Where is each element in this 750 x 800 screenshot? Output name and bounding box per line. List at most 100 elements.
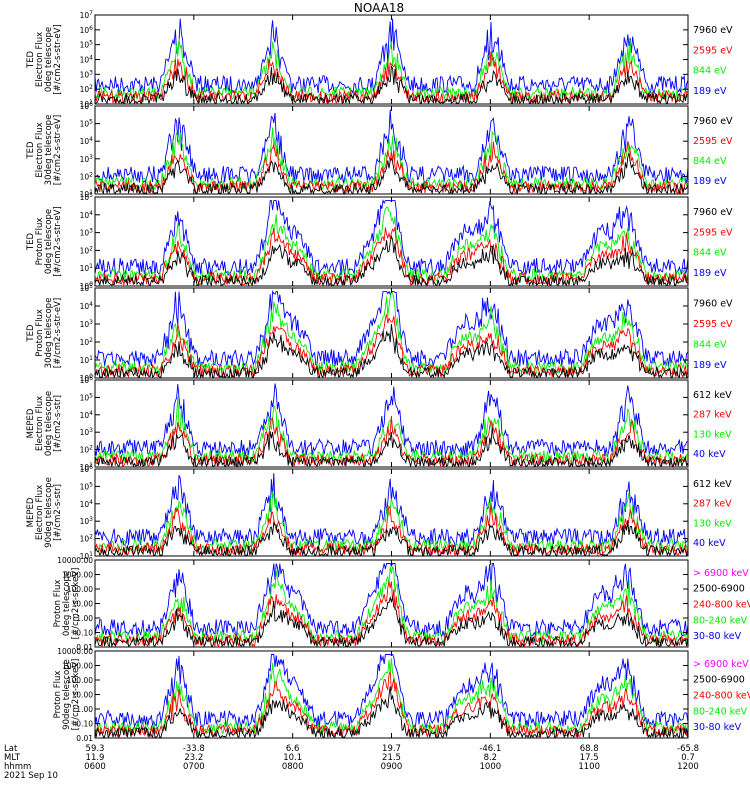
y-tick-label: 103: [80, 154, 94, 164]
series-line-blue: [94, 109, 689, 184]
x-tick-label: -33.8: [183, 744, 205, 754]
y-axis-label: 90deg telescope: [62, 659, 72, 730]
y-axis-label: Electron Flux: [35, 32, 45, 87]
legend-entry: 130 keV: [693, 518, 732, 529]
panel-1: 101 102 103 104 105 106 107 TED Electron Flux 0de…: [26, 10, 733, 109]
y-axis-label: MEPED: [26, 408, 36, 438]
series-line-red: [94, 227, 689, 287]
y-tick-label: 10.00: [72, 691, 94, 700]
y-tick-label: 105: [80, 119, 94, 129]
panel-4: 100 101 102 103 104 105 TED Proton Flux 30deg te…: [26, 283, 733, 383]
x-tick-label: 6.6: [286, 744, 300, 754]
y-axis-label: 90deg telescope: [44, 477, 54, 548]
x-tick-label: 1100: [578, 762, 600, 772]
y-tick-label: 101: [80, 263, 94, 273]
legend-entry: 612 keV: [693, 390, 732, 401]
legend-entry: 287 keV: [693, 410, 732, 421]
y-tick-label: 1000.00: [62, 662, 93, 671]
x-axis-footer: LatMLThhmm59.311.90600-33.823.207006.610…: [4, 744, 699, 781]
x-tick-label: 68.8: [580, 744, 599, 754]
legend-entry: 2500-6900: [693, 584, 745, 595]
y-tick-label: 106: [80, 101, 94, 111]
legend-entry: 2595 eV: [693, 319, 733, 330]
y-axis-label: [#/cm2-s-sr-keV]: [71, 568, 81, 640]
x-tick-label: -46.1: [479, 744, 501, 754]
y-axis-label: TED: [26, 324, 36, 343]
y-axis-label: [#/cm2-s-str-eV]: [53, 115, 63, 185]
legend-entry: 40 keV: [693, 538, 726, 549]
y-tick-label: 102: [80, 245, 94, 255]
y-tick-label: 100.00: [67, 676, 93, 685]
y-tick-label: 101: [80, 355, 94, 365]
y-axis-label: TED: [26, 50, 36, 69]
y-tick-label: 105: [80, 192, 94, 202]
x-tick-label: 11.9: [86, 753, 105, 763]
y-axis-label: Proton Flux: [53, 671, 63, 719]
y-axis-label: 0deg telescope: [44, 27, 54, 92]
x-tick-label: 21.5: [382, 753, 401, 763]
y-tick-label: 10000.00: [57, 647, 93, 656]
y-tick-label: 102: [80, 171, 94, 181]
series-line-green: [94, 206, 689, 284]
plot-frame: [94, 14, 689, 105]
x-tick-label: 19.7: [382, 744, 401, 754]
y-tick-label: 10000.00: [57, 556, 93, 565]
y-tick-label: 102: [80, 84, 94, 94]
y-axis-label: [#/cm2-s-sr-keV]: [71, 659, 81, 731]
x-tick-label: 0800: [282, 762, 304, 772]
y-tick-label: 0.01: [76, 643, 93, 652]
legend-entry: 7960 eV: [693, 298, 733, 309]
x-tick-label: -65.8: [677, 744, 699, 754]
series-line-red: [94, 581, 689, 648]
y-tick-label: 104: [80, 210, 94, 220]
panel-5: 101 102 103 104 105 106 MEPED Electron Flux 0deg…: [26, 375, 732, 472]
y-axis-label: 0deg telescope: [62, 571, 72, 636]
y-axis-label: Proton Flux: [35, 309, 45, 357]
legend-entry: 844 eV: [693, 156, 727, 167]
y-tick-label: 104: [80, 301, 94, 311]
y-tick-label: 100: [80, 373, 94, 383]
series-line-black: [94, 324, 688, 379]
legend-entry: 2595 eV: [693, 136, 733, 147]
y-axis-label: MEPED: [26, 497, 36, 527]
plot-area: [94, 109, 689, 195]
y-tick-label: 105: [80, 40, 94, 50]
y-tick-label: 104: [80, 499, 94, 509]
legend-entry: 80-240 keV: [693, 706, 748, 717]
series-line-red: [94, 141, 689, 195]
legend-entry: 30-80 keV: [693, 631, 742, 642]
y-axis-label: [#/cm2-s-str-eV]: [53, 206, 63, 276]
legend-entry: > 6900 keV: [693, 568, 749, 579]
y-axis-label: Electron Flux: [35, 122, 45, 177]
y-tick-label: 102: [80, 534, 94, 544]
series-line-black: [94, 65, 688, 105]
plot-area: [94, 655, 689, 739]
series-line-black: [94, 152, 689, 195]
legend-entry: 189 eV: [693, 86, 727, 97]
legend-entry: 189 eV: [693, 176, 727, 187]
y-tick-label: 101: [80, 462, 94, 472]
plot-frame: [94, 287, 689, 379]
y-tick-label: 100.00: [67, 585, 93, 594]
y-tick-label: 105: [80, 392, 94, 402]
y-tick-label: 1.00: [76, 614, 93, 623]
legend-entry: 612 keV: [693, 479, 732, 490]
series-line-red: [94, 671, 689, 739]
y-tick-label: 102: [80, 337, 94, 347]
y-tick-label: 0.10: [76, 720, 93, 729]
plot-area: [94, 18, 689, 105]
plot-area: [94, 473, 689, 557]
plot-frame: [94, 196, 689, 287]
y-tick-label: 102: [80, 445, 94, 455]
series-line-blue: [94, 383, 689, 458]
x-tick-label: 0600: [84, 762, 106, 772]
y-tick-label: 1.00: [76, 705, 93, 714]
panel-2: 101 102 103 104 105 106 TED Electron Flux 30deg …: [26, 101, 733, 199]
legend-entry: 2595 eV: [693, 227, 733, 238]
series-line-red: [94, 314, 689, 379]
x-axis-row-label: Lat: [4, 744, 18, 754]
legend-entry: 844 eV: [693, 66, 727, 77]
y-axis-label: 30deg telescope: [44, 298, 54, 369]
